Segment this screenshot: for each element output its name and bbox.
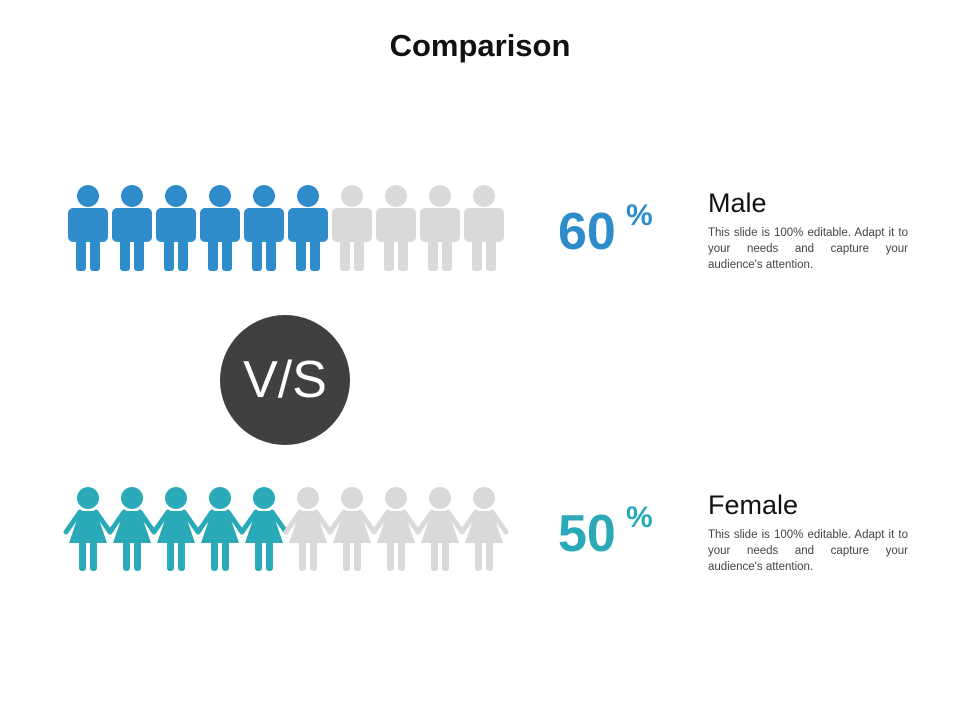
percent-value: 60 bbox=[558, 203, 616, 261]
group-label: Female bbox=[708, 490, 799, 520]
male-icon bbox=[332, 185, 372, 271]
vs-text: V/S bbox=[243, 351, 327, 409]
group-description: This slide is 100% editable. Adapt it to… bbox=[708, 529, 908, 573]
female-icon bbox=[151, 487, 201, 571]
male-icon bbox=[156, 185, 196, 271]
group-description: This slide is 100% editable. Adapt it to… bbox=[708, 227, 908, 271]
female-icon bbox=[371, 487, 421, 571]
vs-circle bbox=[220, 315, 350, 445]
female-icon bbox=[415, 487, 465, 571]
title: Comparison bbox=[389, 28, 571, 63]
male-icon bbox=[200, 185, 240, 271]
male-icon bbox=[420, 185, 460, 271]
group-label: Male bbox=[708, 188, 767, 218]
male-icon bbox=[68, 185, 108, 271]
female-icon bbox=[459, 487, 509, 571]
percent-unit: % bbox=[626, 501, 653, 534]
male-icon bbox=[288, 185, 328, 271]
female-icon bbox=[239, 487, 289, 571]
female-icon bbox=[107, 487, 157, 571]
percent-value: 50 bbox=[558, 505, 616, 563]
male-icon bbox=[112, 185, 152, 271]
female-icon bbox=[283, 487, 333, 571]
male-icon bbox=[244, 185, 284, 271]
male-icon bbox=[376, 185, 416, 271]
female-icon bbox=[327, 487, 377, 571]
male-icon bbox=[464, 185, 504, 271]
female-icon bbox=[63, 487, 113, 571]
female-icon bbox=[195, 487, 245, 571]
percent-unit: % bbox=[626, 199, 653, 232]
